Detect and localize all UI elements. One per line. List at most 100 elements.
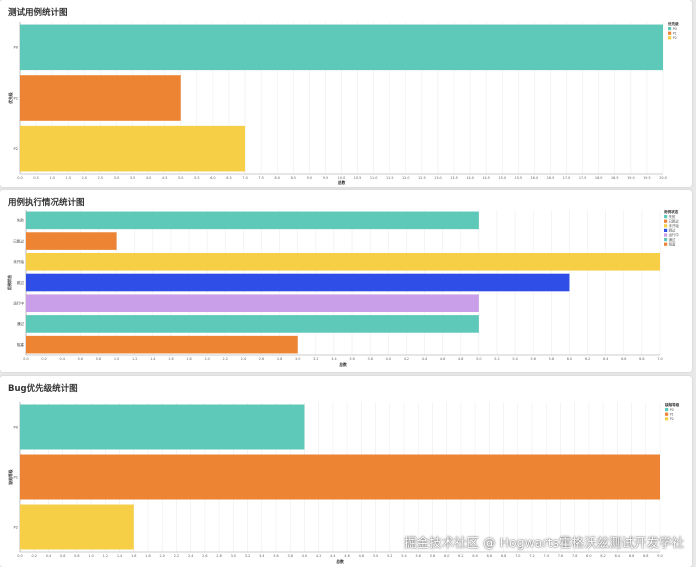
legend-label: 失败: [669, 214, 676, 219]
x-axis-title: 总数: [336, 559, 344, 564]
x-tick-label: 14.5: [482, 176, 490, 180]
x-tick-label: 6.0: [210, 176, 215, 180]
x-tick-label: 2.4: [188, 554, 193, 558]
x-tick-label: 11.0: [370, 176, 378, 180]
x-tick-label: 6.0: [567, 357, 572, 361]
x-tick-label: 1.2: [103, 554, 108, 558]
chart-card-3: Bug优先级统计图 0.0 0.2 0.4 0.6 0.8 1.0 1.2 1.4 1.6 1.8…: [0, 376, 692, 567]
bar: [20, 454, 660, 500]
x-tick-label: 1.5: [66, 176, 71, 180]
x-tick-label: 2.8: [216, 554, 221, 558]
x-tick-label: 16.5: [547, 176, 555, 180]
x-tick-label: 0.0: [23, 357, 28, 361]
legend-swatch: [668, 27, 672, 31]
x-tick-label: 1.2: [132, 357, 137, 361]
bug-priority-chart: 0.0 0.2 0.4 0.6 0.8 1.0 1.2 1.4 1.6 1.8 2.0 2.2 2.4 2…: [8, 402, 680, 564]
x-tick-label: 7.2: [529, 554, 534, 558]
y-tick-label: P0: [14, 425, 19, 429]
x-tick-label: 4.0: [302, 554, 307, 558]
y-tick-label: P0: [14, 46, 19, 50]
bar: [20, 404, 305, 450]
x-tick-label: 2.6: [259, 357, 264, 361]
x-axis-title: 总数: [339, 362, 347, 367]
x-tick-label: 4.0: [146, 176, 151, 180]
x-tick-label: 15.5: [515, 176, 523, 180]
legend-label: 通过: [669, 237, 676, 242]
x-tick-label: 3.6: [273, 554, 278, 558]
x-tick-label: 2.0: [204, 357, 209, 361]
bar: [20, 125, 246, 172]
bar: [20, 75, 181, 121]
legend-swatch: [665, 408, 669, 412]
y-tick-label: 失败: [17, 218, 25, 223]
x-tick-label: 0.5: [33, 176, 38, 180]
x-tick-label: 8.8: [643, 554, 648, 558]
x-tick-label: 4.6: [344, 554, 349, 558]
execution-status-chart: 0.0 0.2 0.4 0.6 0.8 1.0 1.2 1.4 1.6 1.8 2.0 2.2 2.4 2…: [7, 209, 679, 367]
x-tick-label: 5.2: [494, 357, 499, 361]
legend-label: 跳过: [669, 228, 676, 233]
legend-title: 用例状态: [663, 209, 679, 214]
x-tick-label: 6.6: [621, 357, 626, 361]
x-tick-label: 18.0: [595, 176, 603, 180]
x-tick-label: 5.8: [549, 357, 554, 361]
y-axis-title: 优先级: [8, 92, 13, 104]
x-tick-label: 6.0: [444, 554, 449, 558]
x-tick-label: 7.6: [558, 554, 563, 558]
y-axis-title: 缺陷等级: [8, 469, 13, 485]
x-tick-label: 9.0: [307, 176, 312, 180]
x-tick-label: 2.2: [223, 357, 228, 361]
x-tick-label: 6.6: [487, 554, 492, 558]
x-tick-label: 0.8: [96, 357, 101, 361]
x-tick-label: 1.6: [131, 554, 136, 558]
legend-swatch: [668, 36, 672, 40]
legend-label: P2: [670, 417, 674, 421]
x-tick-label: 4.5: [162, 176, 167, 180]
x-tick-label: 6.2: [458, 554, 463, 558]
legend-label: P2: [673, 36, 677, 40]
x-tick-label: 5.6: [530, 357, 535, 361]
bar: [20, 504, 134, 550]
legend-label: P0: [670, 408, 674, 412]
x-tick-label: 2.2: [174, 554, 179, 558]
x-tick-label: 5.2: [387, 554, 392, 558]
x-tick-label: 3.4: [259, 554, 264, 558]
x-tick-label: 9.5: [323, 176, 328, 180]
x-tick-label: 1.0: [49, 176, 54, 180]
y-tick-label: 未开始: [13, 259, 24, 264]
x-tick-label: 12.0: [402, 176, 410, 180]
x-tick-label: 7.4: [544, 554, 549, 558]
y-tick-label: 阻塞: [17, 342, 25, 347]
x-tick-label: 0.4: [46, 554, 51, 558]
bar: [26, 232, 117, 250]
y-tick-label: 已跳过: [13, 238, 24, 243]
x-tick-label: 2.5: [98, 176, 103, 180]
x-tick-label: 6.4: [472, 554, 477, 558]
legend-swatch: [664, 215, 668, 219]
x-tick-label: 6.8: [639, 357, 644, 361]
x-tick-label: 5.0: [373, 554, 378, 558]
x-tick-label: 8.2: [600, 554, 605, 558]
legend-title: 优先级: [668, 21, 679, 26]
x-tick-label: 0.0: [17, 176, 22, 180]
x-tick-label: 3.8: [367, 357, 372, 361]
x-tick-label: 8.0: [274, 176, 279, 180]
x-tick-label: 3.2: [313, 357, 318, 361]
x-tick-label: 4.8: [359, 554, 364, 558]
x-tick-label: 1.6: [168, 357, 173, 361]
legend-label: P1: [673, 31, 677, 35]
x-tick-label: 4.8: [458, 357, 463, 361]
y-tick-label: 运行中: [13, 301, 24, 306]
x-tick-label: 6.4: [603, 357, 608, 361]
x-tick-label: 14.0: [466, 176, 474, 180]
x-tick-label: 2.0: [82, 176, 87, 180]
legend-label: P1: [670, 412, 674, 416]
x-tick-label: 8.6: [629, 554, 634, 558]
x-tick-label: 0.4: [60, 357, 65, 361]
x-tick-label: 1.8: [145, 554, 150, 558]
chart-title: 用例执行情况统计图: [8, 198, 85, 208]
x-tick-label: 5.4: [512, 357, 517, 361]
x-tick-label: 1.4: [117, 554, 122, 558]
chart-title: Bug优先级统计图: [8, 384, 78, 394]
x-tick-label: 3.5: [130, 176, 135, 180]
